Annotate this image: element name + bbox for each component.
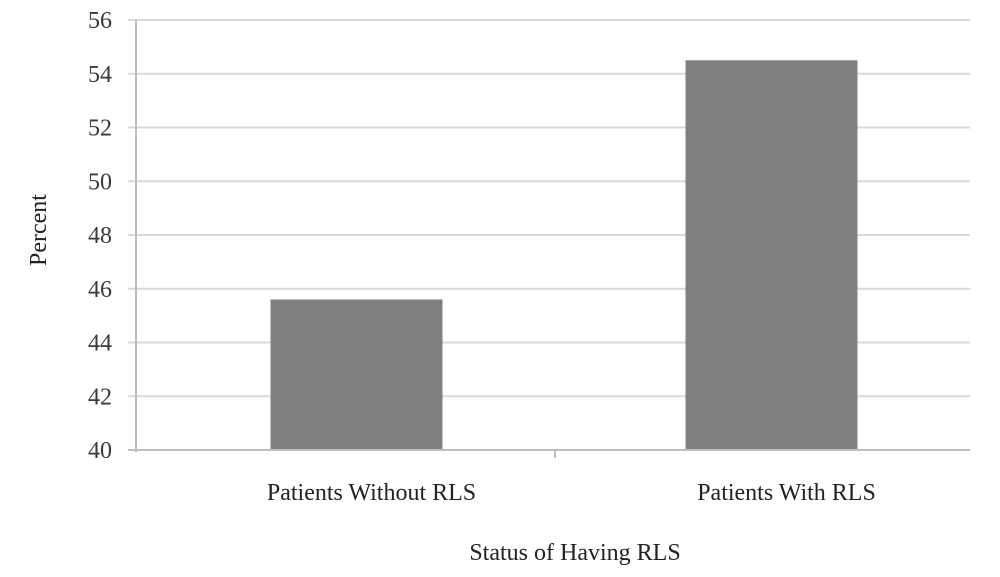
bar-0 (270, 299, 443, 450)
x-category-label: Patients Without RLS (267, 480, 476, 506)
y-tick-label: 52 (88, 116, 112, 142)
x-category-label: Patients With RLS (697, 480, 876, 506)
y-tick-label: 54 (88, 62, 112, 88)
x-axis-category-labels: Patients Without RLS Patients With RLS (267, 480, 876, 506)
y-axis-title: Percent (26, 194, 52, 266)
y-tick-label: 48 (88, 223, 112, 249)
y-tick-label: 50 (88, 169, 112, 195)
y-tick-label: 56 (88, 8, 112, 34)
y-tick-label: 42 (88, 384, 112, 410)
y-tick-label: 46 (88, 277, 112, 303)
bars (270, 60, 858, 450)
x-axis-title: Status of Having RLS (469, 540, 680, 566)
y-axis-ticks: 40 42 44 46 48 50 52 54 56 (88, 8, 112, 464)
bar-1 (685, 60, 858, 450)
y-tick-label: 40 (88, 438, 112, 464)
y-tick-label: 44 (88, 331, 112, 357)
gridlines (128, 19, 970, 451)
